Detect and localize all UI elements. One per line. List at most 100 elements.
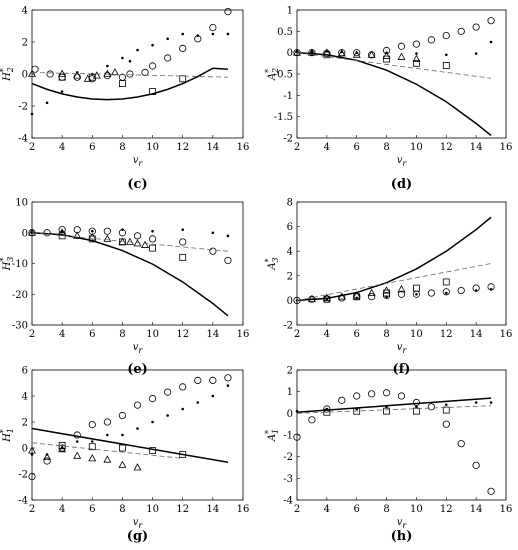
y-label-sub: 2 xyxy=(271,68,280,74)
axes-box xyxy=(296,201,507,326)
x-tick-label: 14 xyxy=(470,504,483,515)
x-tick-label: 6 xyxy=(89,142,95,153)
x-tick-label: 10 xyxy=(410,504,423,515)
circle-point xyxy=(293,433,301,441)
x-tick-label: 16 xyxy=(500,142,513,153)
y-label-base: H xyxy=(2,72,13,82)
x-axis-label: vr xyxy=(133,517,144,530)
y-tick-label: 0 xyxy=(287,296,293,307)
triangle-point xyxy=(382,51,391,59)
y-tick-label: -2 xyxy=(18,470,28,481)
y-tick-label: 1 xyxy=(287,387,293,398)
y-tick-label: -4 xyxy=(18,496,28,507)
y-tick-label: 2 xyxy=(22,38,28,49)
x-tick-label: 14 xyxy=(206,329,219,340)
circle-point xyxy=(148,235,157,243)
circle-point xyxy=(487,283,495,291)
square-point xyxy=(149,447,156,455)
circle-point xyxy=(353,392,361,400)
dot-point xyxy=(128,59,132,63)
dot-point xyxy=(45,101,49,105)
circle-point xyxy=(487,17,495,25)
x-tick-label: 8 xyxy=(383,504,389,515)
dot-point xyxy=(444,53,448,57)
y-tick-label: 0 xyxy=(287,409,293,420)
y-label-sub: 1 xyxy=(6,428,15,433)
x-tick-label: 2 xyxy=(29,142,35,153)
square-point xyxy=(353,293,361,301)
triangle-point xyxy=(352,50,361,58)
x-axis-label: vr xyxy=(397,155,408,168)
caption: (h) xyxy=(391,529,413,544)
y-tick-label: 0 xyxy=(22,444,28,455)
x-tick-label: 16 xyxy=(500,329,513,340)
circle-point xyxy=(427,289,435,297)
axes-box xyxy=(31,201,244,326)
x-tick-label: 10 xyxy=(146,142,159,153)
x-label-base: v xyxy=(397,342,403,353)
x-label-sub: r xyxy=(138,159,143,168)
square-point xyxy=(442,406,450,414)
x-tick-label: 12 xyxy=(440,329,453,340)
dot-point xyxy=(30,112,34,116)
y-tick-label: -0.5 xyxy=(274,70,293,81)
x-label-base: v xyxy=(133,517,139,528)
x-tick-label: 2 xyxy=(294,329,300,340)
dot-point xyxy=(136,427,139,430)
triangle-point xyxy=(28,69,36,77)
y-label-sup: * xyxy=(0,258,8,262)
square-point xyxy=(58,73,66,81)
dashed-line xyxy=(31,442,183,459)
x-label-sub: r xyxy=(402,521,407,530)
dot-point xyxy=(226,32,230,36)
dot-point xyxy=(474,52,478,55)
circle-point xyxy=(43,457,51,465)
y-label-sub: 1 xyxy=(271,429,280,434)
dot-point xyxy=(166,37,169,41)
x-tick-label: 6 xyxy=(354,142,360,153)
dot-point xyxy=(30,453,34,456)
square-point xyxy=(383,289,390,297)
square-point xyxy=(88,235,96,243)
square-point xyxy=(413,59,420,67)
circle-point xyxy=(224,256,232,265)
circle-point xyxy=(457,286,465,295)
dot-point xyxy=(60,90,64,93)
dot-point xyxy=(151,229,154,233)
circle-point xyxy=(224,374,232,382)
y-label-base: A xyxy=(267,73,278,81)
circle-point xyxy=(224,7,232,16)
x-axis-label: vr xyxy=(397,517,408,530)
x-tick-label: 8 xyxy=(119,329,125,340)
circle-point xyxy=(442,420,450,428)
triangle-point xyxy=(103,455,112,463)
triangle-point xyxy=(397,52,406,60)
square-point xyxy=(119,238,126,246)
y-label-sup: * xyxy=(264,258,273,262)
dashed-line xyxy=(296,52,492,79)
circle-point xyxy=(118,229,127,237)
x-tick-label: 12 xyxy=(176,329,189,340)
circle-point xyxy=(472,284,480,292)
circle-point xyxy=(472,461,480,469)
x-tick-label: 12 xyxy=(440,504,453,515)
y-label-base: A xyxy=(267,262,278,270)
triangle-point xyxy=(367,50,376,58)
triangle-point xyxy=(367,288,376,296)
y-axis-label: H*3 xyxy=(0,257,15,272)
dot-point xyxy=(151,420,154,424)
y-tick-label: 6 xyxy=(287,222,293,233)
circle-point xyxy=(457,27,465,35)
x-tick-label: 12 xyxy=(176,142,189,153)
circle-point xyxy=(368,390,376,398)
triangle-point xyxy=(397,284,406,293)
y-label-sup: * xyxy=(264,69,273,73)
solid-line xyxy=(296,216,492,302)
y-tick-label: -20 xyxy=(12,290,28,301)
square-point xyxy=(179,75,187,83)
x-label-sub: r xyxy=(402,346,407,355)
triangle-point xyxy=(103,69,112,77)
dashed-line xyxy=(31,232,228,252)
square-point xyxy=(119,444,126,452)
